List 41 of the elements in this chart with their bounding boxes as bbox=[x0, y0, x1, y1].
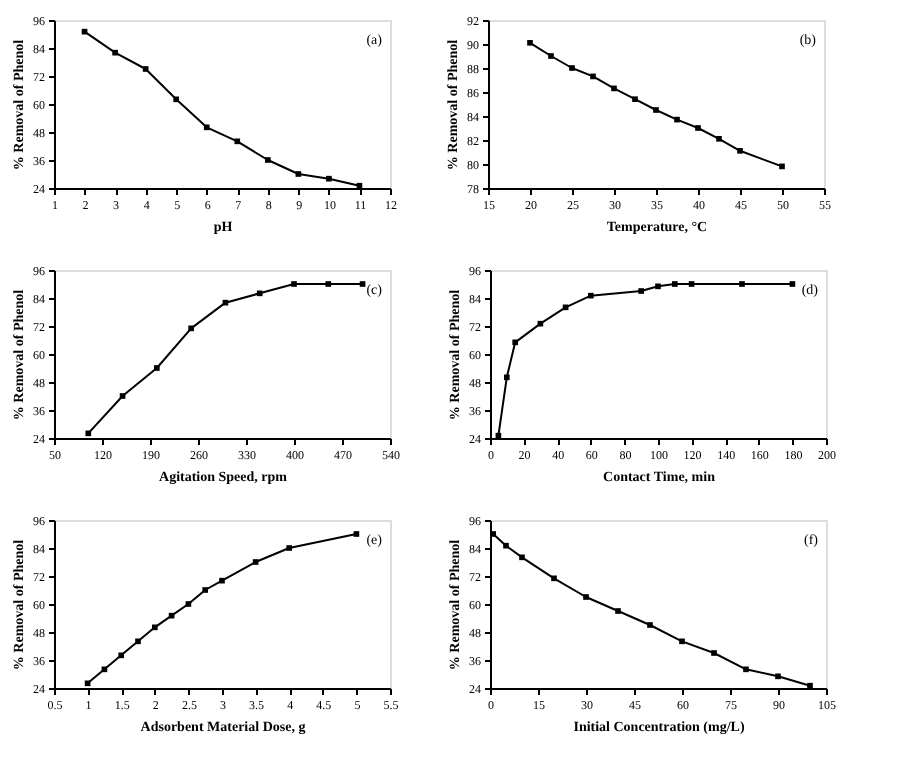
point bbox=[779, 163, 785, 170]
point bbox=[688, 281, 695, 287]
line-series bbox=[85, 281, 366, 437]
point bbox=[359, 281, 366, 287]
point bbox=[503, 542, 509, 549]
point bbox=[185, 601, 192, 607]
point bbox=[173, 96, 180, 103]
point bbox=[527, 39, 533, 46]
line-series bbox=[495, 281, 796, 439]
point bbox=[151, 624, 158, 631]
point bbox=[119, 393, 126, 399]
point bbox=[512, 339, 519, 346]
point bbox=[142, 66, 149, 72]
point bbox=[789, 281, 796, 287]
point bbox=[295, 171, 302, 177]
point bbox=[674, 116, 680, 123]
point bbox=[85, 430, 92, 437]
point bbox=[219, 577, 225, 584]
point bbox=[743, 666, 749, 673]
point bbox=[234, 138, 241, 145]
point bbox=[503, 374, 510, 381]
point bbox=[112, 49, 118, 56]
line-series bbox=[527, 39, 785, 170]
point bbox=[203, 124, 210, 131]
point bbox=[252, 559, 259, 565]
point bbox=[135, 638, 141, 645]
point bbox=[655, 283, 661, 290]
point bbox=[679, 638, 685, 645]
point bbox=[807, 682, 813, 689]
point bbox=[118, 652, 125, 659]
point bbox=[188, 325, 194, 332]
point bbox=[353, 531, 360, 537]
point bbox=[551, 575, 557, 582]
point bbox=[519, 554, 525, 561]
point bbox=[325, 281, 332, 287]
point bbox=[611, 85, 617, 92]
point bbox=[775, 673, 781, 680]
point bbox=[256, 290, 263, 297]
point bbox=[326, 175, 332, 182]
point bbox=[590, 73, 596, 80]
point bbox=[587, 292, 594, 299]
